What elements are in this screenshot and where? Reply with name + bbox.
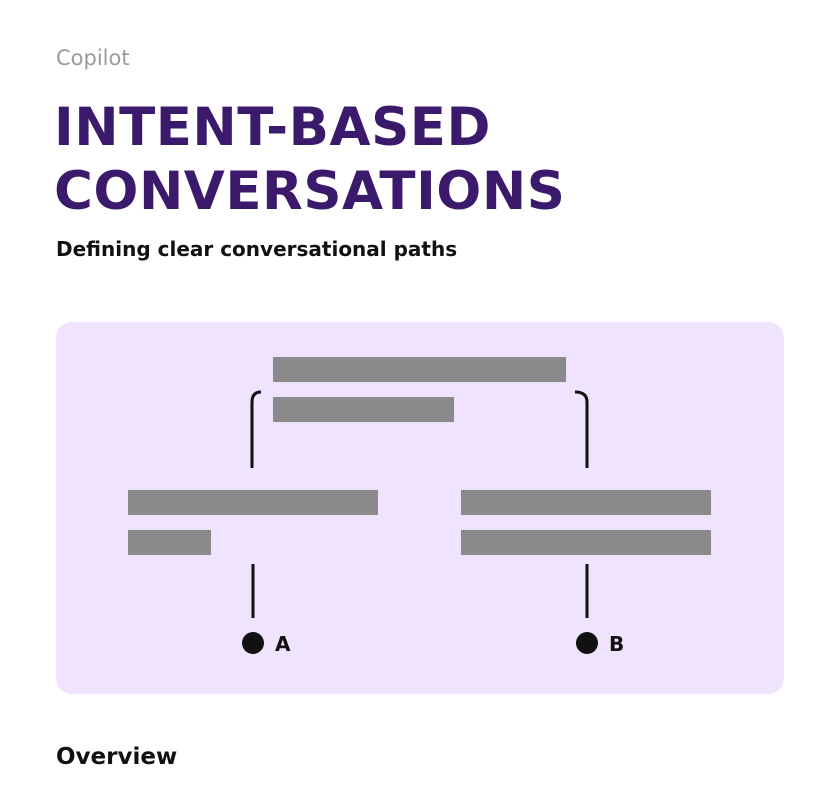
branch-b-placeholder-bar-1: [461, 490, 711, 515]
page-title: INTENT-BASED CONVERSATIONS: [54, 96, 565, 224]
intent-diagram: A B: [56, 322, 784, 694]
intent-placeholder-bar-1: [273, 357, 566, 382]
branch-b-placeholder-bar-2: [461, 530, 711, 555]
page-title-line-2: CONVERSATIONS: [54, 161, 566, 222]
path-b-label: B: [609, 632, 624, 656]
diagram-background: [56, 322, 784, 694]
path-b-endpoint: [576, 632, 598, 654]
branch-a-placeholder-bar-2: [128, 530, 211, 555]
intent-diagram-svg: A B: [56, 322, 784, 694]
overview-heading: Overview: [56, 744, 178, 770]
page-title-line-1: INTENT-BASED: [54, 97, 491, 158]
right-bracket-connector: [574, 390, 589, 468]
path-a-label: A: [275, 632, 291, 656]
branch-a-placeholder-bar-1: [128, 490, 378, 515]
left-bracket-connector: [250, 390, 262, 468]
intent-placeholder-bar-2: [273, 397, 454, 422]
path-a-endpoint: [242, 632, 264, 654]
eyebrow-label: Copilot: [56, 46, 130, 70]
page-subtitle: Defining clear conversational paths: [56, 237, 458, 261]
